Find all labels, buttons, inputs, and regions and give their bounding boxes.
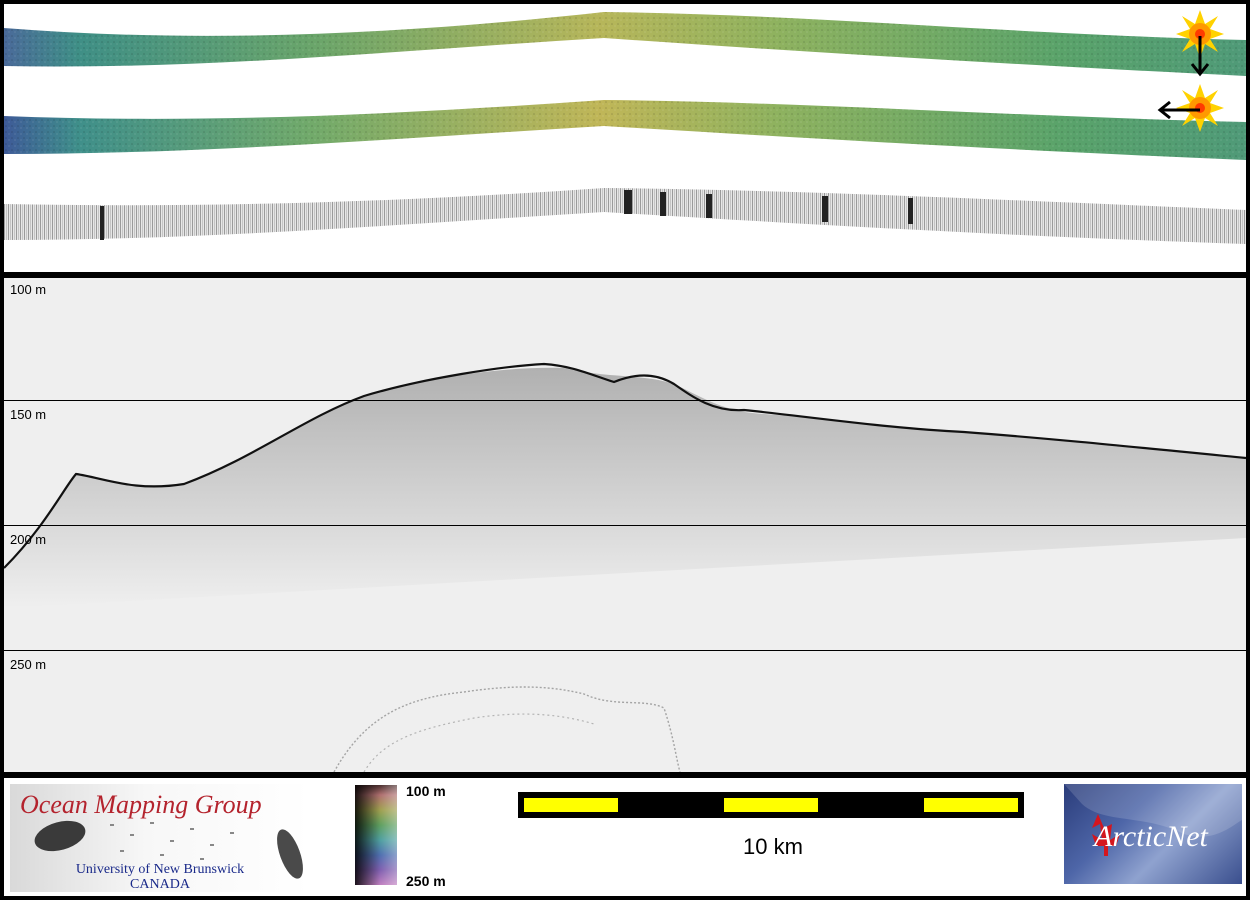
- left-arrow-icon: [1157, 100, 1200, 120]
- echo-profile-svg: [4, 362, 1246, 772]
- depth-gridline-200: [4, 525, 1246, 526]
- depth-gridline-250: [4, 650, 1246, 651]
- scale-bar-segment: [524, 798, 618, 812]
- omg-logo-graphic: [34, 820, 303, 879]
- colorbar-top-label: 100 m: [406, 783, 446, 799]
- arcticnet-logo: ArcticNet: [1064, 784, 1242, 884]
- depth-label-200: 200 m: [10, 532, 47, 547]
- omg-logo-country: CANADA: [130, 877, 190, 892]
- ocean-mapping-group-logo: Ocean Mapping Group University of New Br…: [10, 784, 310, 892]
- depth-label-150: 150 m: [10, 407, 47, 422]
- swath-strips-svg: [4, 10, 1246, 244]
- maple-leaf-icon: [1064, 784, 1242, 856]
- echo-profile-panel: 100 m 150 m 200 m 250 m: [4, 278, 1246, 772]
- scale-bar-label: 10 km: [743, 834, 803, 859]
- down-arrow-icon: [1190, 36, 1210, 77]
- arcticnet-logo-text: ArcticNet: [1094, 820, 1208, 853]
- scale-bar: [518, 792, 1024, 818]
- backscatter-dark-bands: [100, 190, 913, 240]
- subbottom-scatter: [4, 367, 1246, 608]
- backscatter-strip: [4, 188, 1246, 244]
- depth-label-250: 250 m: [10, 657, 47, 672]
- depth-colorbar: [355, 785, 397, 885]
- scale-bar-segment: [724, 798, 818, 812]
- sun-illumination-icon: [1176, 10, 1224, 58]
- scale-bar-segment: [924, 798, 1018, 812]
- omg-logo-title: Ocean Mapping Group: [20, 790, 262, 819]
- sun-illumination-icon: [1176, 84, 1224, 132]
- footer-panel: Ocean Mapping Group University of New Br…: [4, 778, 1246, 896]
- omg-logo-university: University of New Brunswick: [75, 862, 245, 877]
- depth-label-100: 100 m: [10, 282, 47, 297]
- depth-gridline-150: [4, 400, 1246, 401]
- multiple-echo: [333, 686, 681, 772]
- swath-strips-panel: [4, 4, 1246, 272]
- colorbar-bottom-label: 250 m: [406, 873, 446, 889]
- seafloor-profile-line: [4, 362, 1246, 569]
